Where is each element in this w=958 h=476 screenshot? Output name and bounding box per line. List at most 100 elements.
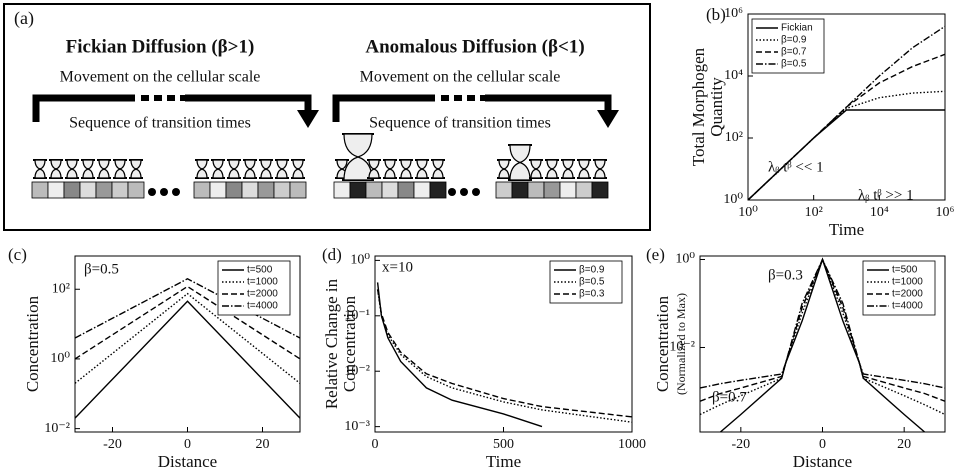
cell: [111, 181, 129, 199]
plot-frame: [74, 255, 301, 433]
y-tick-label: 10⁶: [724, 6, 743, 21]
cell: [381, 181, 399, 199]
x-axis-label: Distance: [158, 452, 217, 471]
dash: [441, 95, 449, 101]
diagram-title: Anomalous Diffusion (β<1): [365, 36, 584, 57]
cell: [95, 181, 113, 199]
cell: [79, 181, 97, 199]
plot-frame: [374, 255, 633, 433]
annotation: λᵦ tᵝ << 1: [768, 159, 824, 175]
legend-label: t=1000: [892, 277, 923, 288]
hourglass: [400, 159, 412, 179]
legend-label: t=2000: [892, 289, 923, 300]
legend-label: t=1000: [247, 277, 278, 288]
ellipsis-dot: [160, 188, 168, 196]
hourglass: [594, 159, 606, 179]
hourglass: [432, 159, 444, 179]
legend-label: t=4000: [892, 301, 923, 312]
legend-label: β=0.7: [781, 47, 807, 58]
cell: [365, 181, 383, 199]
legend-label: t=2000: [247, 289, 278, 300]
arrow-head: [297, 110, 319, 128]
x-tick-label: 10²: [805, 205, 823, 220]
hourglass: [212, 159, 224, 179]
annotation: β=0.5: [84, 261, 119, 277]
diagram-title: Fickian Diffusion (β>1): [66, 36, 255, 57]
hourglass: [368, 159, 380, 179]
hourglass: [82, 159, 94, 179]
cell: [257, 181, 275, 199]
series-line: [700, 257, 945, 416]
legend-label: β=0.9: [579, 265, 605, 276]
cell: [591, 181, 609, 199]
cell: [241, 181, 259, 199]
y-tick-label: 10⁴: [724, 68, 743, 83]
hourglass: [530, 159, 542, 179]
hourglass: [384, 159, 396, 179]
dash: [167, 95, 175, 101]
cell: [127, 181, 145, 199]
arrow: [332, 94, 612, 122]
dash: [480, 95, 488, 101]
x-tick-label: 0: [819, 437, 826, 452]
cell: [511, 181, 529, 199]
hourglass: [114, 159, 126, 179]
cell: [193, 181, 211, 199]
dash: [467, 95, 475, 101]
chart: (d) 0 500 1000 10⁻³ 10⁻² 10⁻¹ 10⁰ Time Relative C…: [322, 245, 646, 471]
series-line: [700, 257, 945, 389]
hourglass: [343, 133, 373, 181]
x-tick-label: 10⁴: [870, 205, 889, 220]
y-tick-label: 10⁰: [723, 192, 743, 207]
cell: [349, 181, 367, 199]
y-tick-label: 10⁰: [675, 252, 695, 267]
dash: [454, 95, 462, 101]
y-axis-label: Concentration: [23, 295, 42, 392]
series-line: [75, 300, 300, 419]
y-tick-label: 10²: [725, 130, 743, 145]
y-axis-label: Total Morphogen: [689, 47, 708, 166]
x-axis-label: Distance: [793, 452, 852, 471]
chart: (b) 10⁰ 10² 10⁴ 10⁶ 10⁰ 10² 10⁴ 10⁶ Time Total Mor…: [689, 5, 955, 239]
y-axis-label: Concentration: [340, 295, 359, 392]
ellipsis-dot: [472, 188, 480, 196]
chart: (c) -20 0 20 10⁻² 10⁰ 10² Distance Concentration…: [8, 245, 301, 471]
annotation: λᵦ tᵝ >> 1: [858, 187, 914, 203]
ellipsis-dot: [148, 188, 156, 196]
cell: [63, 181, 81, 199]
arrow: [32, 94, 312, 122]
hourglass: [244, 159, 256, 179]
series-line: [748, 53, 945, 200]
y-tick-label: 10⁻²: [44, 421, 70, 436]
x-tick-label: 10⁶: [936, 205, 955, 220]
x-axis-label: Time: [486, 452, 521, 471]
hourglass: [509, 144, 531, 181]
hourglass: [578, 159, 590, 179]
hourglass: [228, 159, 240, 179]
series-line: [748, 109, 945, 200]
ellipsis-dot: [460, 188, 468, 196]
annotation: β=0.7: [712, 389, 747, 405]
series-line: [376, 289, 632, 423]
panel-frame: [3, 3, 651, 231]
cell: [543, 181, 561, 199]
hourglass: [562, 159, 574, 179]
diagram-text: Sequence of transition times: [369, 115, 551, 132]
hourglass: [276, 159, 288, 179]
y-tick-label: 10⁻²: [669, 340, 695, 355]
hourglass: [196, 159, 208, 179]
series-line: [75, 278, 300, 339]
hourglass: [416, 159, 428, 179]
hourglass: [130, 159, 142, 179]
diagram-shapes: [31, 94, 619, 199]
dash: [180, 95, 188, 101]
x-tick-label: 1000: [618, 437, 646, 452]
cell: [209, 181, 227, 199]
cell: [559, 181, 577, 199]
plot-frame: [699, 255, 946, 433]
